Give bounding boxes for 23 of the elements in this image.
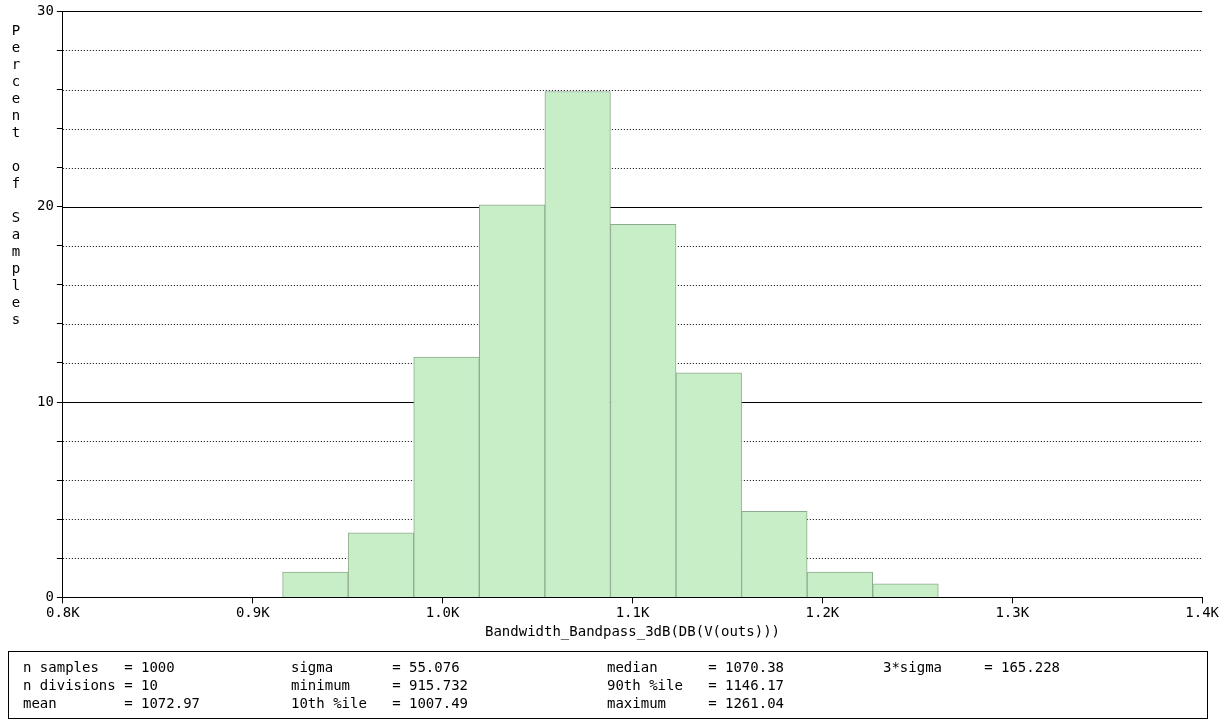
y-tick-label: 30 (37, 2, 54, 19)
x-tick-label: 1.3K (995, 604, 1030, 621)
text: mean = 1072.97 (23, 694, 201, 712)
x-tick-label: 1.0K (425, 604, 461, 621)
x-tick-label: 1.1K (615, 604, 650, 621)
text: 10th %ile = 1007.49 (291, 694, 469, 712)
x-tick-label: 1.2K (805, 604, 840, 621)
text: 3*sigma = 165.228 (883, 658, 1061, 676)
x-axis-title: Bandwidth_Bandpass_3dB(DB(V(outs))) (484, 623, 781, 641)
text: n samples = 1000 (23, 658, 176, 676)
x-tick-label: 0.8K (46, 604, 81, 621)
text: maximum = 1261.04 (607, 694, 785, 712)
y-axis-title: Percent of Samples (8, 22, 24, 328)
text: sigma = 55.076 (291, 658, 461, 676)
text: 90th %ile = 1146.17 (607, 676, 785, 694)
text: median = 1070.38 (607, 658, 785, 676)
x-tick-label: 1.4K (1185, 604, 1220, 621)
text: minimum = 915.732 (291, 676, 469, 694)
y-tick-label: 10 (37, 392, 54, 409)
y-tick-label: 20 (37, 197, 54, 214)
text: n divisions = 10 (23, 676, 159, 694)
x-tick-label: 0.9K (235, 604, 271, 621)
y-tick-label: 0 (45, 588, 54, 605)
